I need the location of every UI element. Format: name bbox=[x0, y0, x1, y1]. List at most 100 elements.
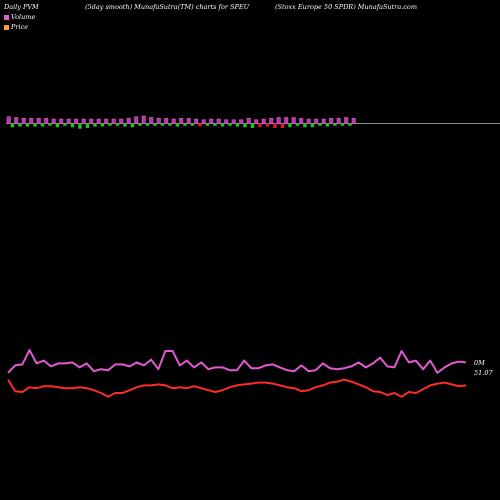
legend-price-swatch bbox=[4, 24, 9, 30]
volume-bar bbox=[96, 118, 101, 124]
volume-bar bbox=[51, 118, 56, 124]
volume-bar bbox=[29, 117, 34, 124]
volume-bar bbox=[81, 118, 86, 124]
volume-bar bbox=[74, 118, 79, 124]
volume-bar bbox=[10, 123, 15, 128]
legend-volume: Volume bbox=[4, 13, 35, 21]
volume-bar bbox=[273, 123, 277, 128]
volume-bar bbox=[205, 123, 210, 126]
volume-bar bbox=[213, 123, 217, 126]
volume-end-label: 0M bbox=[474, 359, 485, 367]
volume-bar bbox=[108, 123, 112, 126]
legend-volume-swatch bbox=[4, 14, 9, 20]
volume-bar bbox=[220, 123, 225, 127]
volume-bar bbox=[149, 117, 154, 124]
volume-bar bbox=[63, 123, 67, 126]
volume-bar bbox=[243, 123, 247, 128]
volume-bar bbox=[254, 119, 259, 124]
chart-header-right: (Stoxx Europe 50 SPDR) MunafaSutra.com bbox=[275, 3, 418, 11]
volume-bar bbox=[280, 123, 285, 128]
volume-bar bbox=[261, 118, 266, 124]
volume-bar bbox=[303, 123, 307, 128]
volume-bar bbox=[194, 118, 199, 124]
volume-bar bbox=[138, 123, 142, 126]
legend-price: Price bbox=[4, 23, 28, 31]
volume-bar bbox=[336, 117, 341, 124]
price-line bbox=[7, 378, 467, 398]
volume-bar bbox=[321, 118, 326, 124]
volume-bar bbox=[171, 118, 176, 124]
volume-bar bbox=[224, 119, 229, 124]
volume-bar bbox=[156, 117, 161, 124]
volume-bar bbox=[258, 123, 262, 128]
volume-bar bbox=[44, 117, 49, 124]
volume-bar bbox=[21, 117, 26, 124]
volume-bar bbox=[269, 117, 274, 124]
volume-bar bbox=[160, 123, 165, 126]
volume-bar bbox=[93, 123, 97, 127]
volume-bar bbox=[340, 123, 345, 126]
volume-bar bbox=[284, 117, 289, 124]
volume-bar bbox=[179, 117, 184, 124]
volume-bar bbox=[6, 116, 11, 124]
volume-bar bbox=[168, 123, 172, 126]
volume-bar bbox=[209, 118, 214, 124]
volume-bar bbox=[18, 123, 22, 127]
volume-bar bbox=[201, 119, 206, 124]
volume-bar bbox=[85, 123, 90, 128]
volume-bar bbox=[198, 123, 202, 127]
volume-bar bbox=[190, 123, 195, 126]
volume-bar bbox=[265, 123, 270, 127]
volume-bar bbox=[250, 123, 255, 128]
volume-bar bbox=[104, 118, 109, 124]
volume-bar bbox=[40, 123, 45, 127]
chart-header-left: Daily PVM bbox=[4, 3, 39, 11]
volume-bar bbox=[329, 117, 334, 124]
volume-bar bbox=[14, 117, 19, 124]
volume-bar bbox=[48, 123, 52, 126]
volume-bar bbox=[348, 123, 352, 126]
volume-bar bbox=[351, 117, 356, 124]
volume-bar bbox=[126, 117, 131, 124]
volume-bar bbox=[235, 123, 240, 127]
volume-bar bbox=[59, 118, 64, 124]
volume-bar bbox=[111, 118, 116, 124]
volume-bar bbox=[299, 117, 304, 124]
volume-bar bbox=[231, 119, 236, 124]
volume-bar bbox=[55, 123, 60, 128]
volume-bar bbox=[314, 118, 319, 124]
volume-bar bbox=[100, 123, 105, 127]
volume-bar bbox=[89, 118, 94, 124]
volume-bar bbox=[25, 123, 30, 127]
volume-bar bbox=[183, 123, 187, 126]
volume-bar bbox=[239, 119, 244, 124]
volume-line bbox=[7, 349, 467, 374]
volume-bar bbox=[246, 117, 251, 124]
volume-bar bbox=[123, 123, 127, 127]
volume-bar bbox=[175, 123, 180, 127]
legend-volume-label: Volume bbox=[11, 13, 36, 21]
volume-bar bbox=[295, 123, 300, 126]
volume-bar bbox=[141, 115, 146, 124]
volume-bar bbox=[325, 123, 330, 127]
volume-bar bbox=[318, 123, 322, 126]
volume-bar bbox=[153, 123, 157, 126]
volume-bar bbox=[78, 123, 82, 129]
volume-bar bbox=[70, 123, 75, 128]
volume-bar bbox=[216, 118, 221, 124]
volume-bar bbox=[228, 123, 232, 126]
volume-bar bbox=[115, 123, 120, 126]
volume-bar bbox=[130, 123, 135, 128]
volume-bar bbox=[33, 123, 37, 127]
legend-price-label: Price bbox=[11, 23, 29, 31]
volume-bar bbox=[134, 116, 139, 124]
volume-bar bbox=[333, 123, 337, 126]
chart-header-mid: (5day smooth) MunafaSutra(TM) charts for… bbox=[85, 3, 250, 11]
price-end-label: 51.07 bbox=[474, 369, 493, 377]
volume-bar bbox=[310, 123, 315, 128]
volume-bar bbox=[344, 117, 349, 124]
volume-bar bbox=[164, 117, 169, 124]
volume-bar bbox=[288, 123, 292, 128]
volume-bar bbox=[36, 117, 41, 124]
volume-bar bbox=[276, 117, 281, 124]
